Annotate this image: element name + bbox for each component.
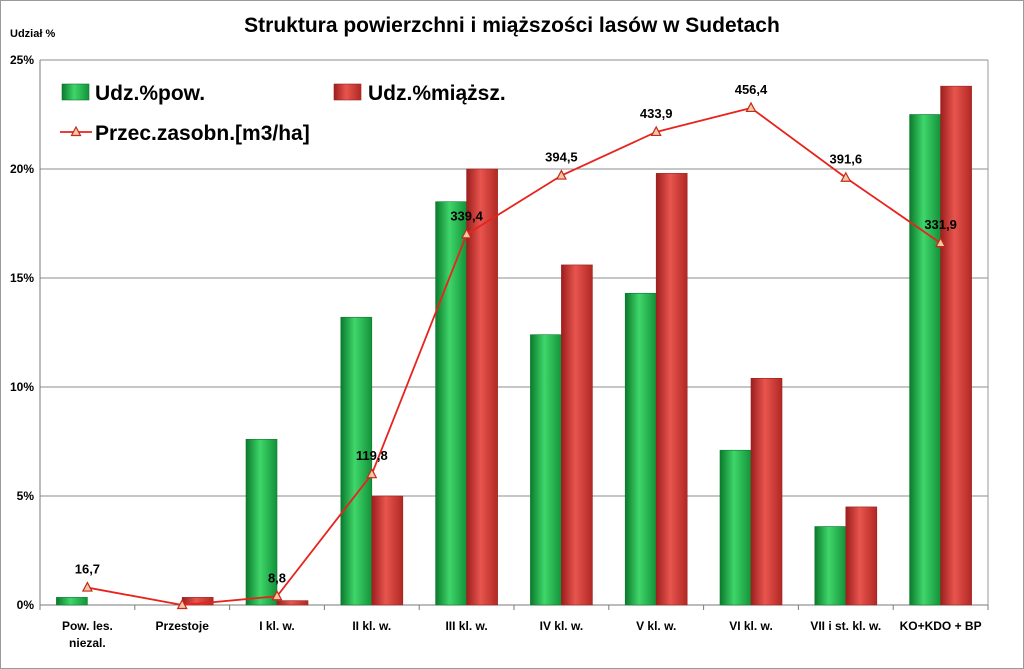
line-data-label: 433,9 <box>640 106 673 121</box>
line-data-label: 8,8 <box>268 570 286 585</box>
line-marker <box>366 467 378 479</box>
category-label: IV kl. w. <box>540 619 584 633</box>
bar-udz-miazsz <box>655 173 688 606</box>
bar-udz-pow <box>909 114 941 606</box>
y-axis-label: Udział % <box>10 28 56 40</box>
bar-udz-miazsz <box>466 168 498 606</box>
category-label: I kl. w. <box>259 619 295 633</box>
line-marker <box>840 171 852 182</box>
line-layer: 16,7 8,8 119,8 339,4 394,5 433,9 456,4 391,6 331… <box>75 82 957 610</box>
bar-udz-pow <box>340 316 373 606</box>
line-data-label: 339,4 <box>450 208 483 223</box>
y-tick-label: 5% <box>17 489 35 503</box>
category-label: VI kl. w. <box>729 619 773 633</box>
category-label: VII i st. kl. w. <box>810 619 881 633</box>
category-label: II kl. w. <box>352 619 391 633</box>
bar-udz-pow <box>530 334 562 606</box>
line-data-label: 16,7 <box>75 562 100 577</box>
line-data-label: 456,4 <box>735 82 768 97</box>
category-label: KO+KDO + BP <box>900 619 982 633</box>
y-tick-labels: 0% 5% 10% 15% 20% 25% <box>10 53 34 612</box>
legend-swatch-udz-miazsz <box>333 83 362 101</box>
legend-swatch-udz-pow <box>61 83 90 101</box>
line-marker <box>555 169 567 180</box>
line-marker <box>81 581 93 592</box>
legend-label-udz-pow: Udz.%pow. <box>95 82 205 105</box>
legend-label-udz-miazsz: Udz.%miąższ. <box>368 82 506 105</box>
bar-udz-pow <box>245 439 278 606</box>
category-labels: Pow. les. niezal. Przestoje I kl. w. II kl. … <box>62 619 982 650</box>
line-data-label: 394,5 <box>545 150 578 165</box>
bar-udz-pow <box>435 201 467 606</box>
bar-udz-miazsz <box>276 600 309 606</box>
bar-udz-pow <box>56 597 88 606</box>
bar-udz-miazsz <box>371 495 404 606</box>
y-tick-label: 20% <box>10 162 34 176</box>
line-data-label: 119,8 <box>356 448 388 463</box>
line-marker <box>650 125 662 137</box>
line-marker <box>745 101 757 113</box>
bar-udz-miazsz <box>845 506 878 606</box>
line-przec-zasobn <box>87 106 942 606</box>
chart-title: Struktura powierzchni i miąższości lasów… <box>244 14 780 37</box>
line-data-label: 391,6 <box>830 152 863 167</box>
legend: Udz.%pow. Udz.%miąższ. Przec.zasobn.[m3/ha… <box>60 82 506 145</box>
line-marker <box>935 236 947 248</box>
category-label: Pow. les. <box>62 619 113 633</box>
category-label: niezal. <box>69 636 106 650</box>
category-label: Przestoje <box>156 619 210 633</box>
y-tick-label: 10% <box>10 380 34 394</box>
bar-udz-miazsz <box>561 264 593 606</box>
category-label: V kl. w. <box>636 619 676 633</box>
y-tick-label: 0% <box>17 598 35 612</box>
bar-udz-pow <box>624 292 657 606</box>
bar-udz-miazsz <box>940 85 972 606</box>
category-label: III kl. w. <box>445 619 487 633</box>
legend-marker-przec <box>70 125 82 137</box>
line-data-label: 331,9 <box>924 217 957 232</box>
bars-layer <box>56 85 972 606</box>
y-tick-label: 25% <box>10 53 34 67</box>
y-tick-label: 15% <box>10 271 34 285</box>
bar-udz-pow <box>719 449 752 606</box>
bar-udz-pow <box>814 526 847 606</box>
bar-udz-miazsz <box>750 377 783 606</box>
line-marker <box>271 589 283 601</box>
legend-label-przec: Przec.zasobn.[m3/ha] <box>95 122 310 145</box>
line-marker <box>461 228 473 239</box>
line-marker <box>176 598 188 610</box>
